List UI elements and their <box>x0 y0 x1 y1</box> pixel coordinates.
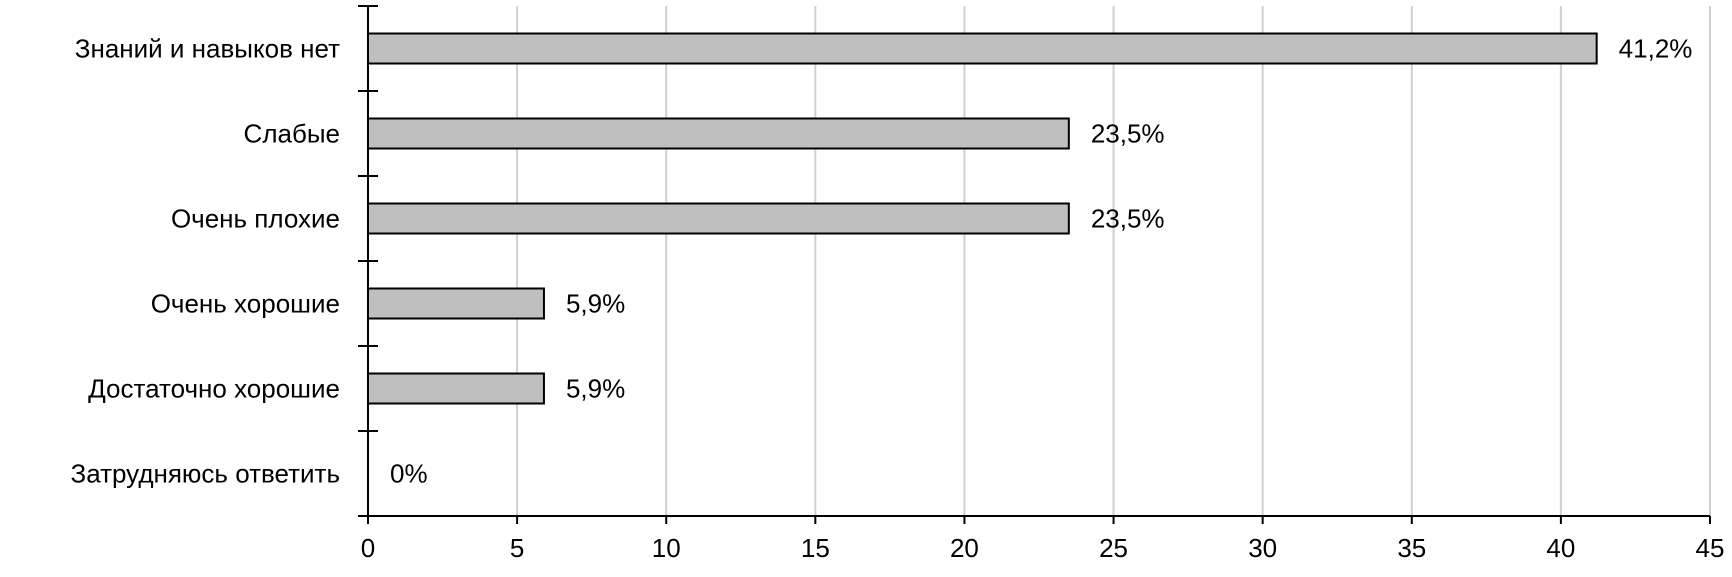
x-tick-label: 30 <box>1248 533 1277 563</box>
x-tick-label: 25 <box>1099 533 1128 563</box>
value-label: 0% <box>390 458 428 488</box>
x-tick-label: 40 <box>1546 533 1575 563</box>
x-tick-label: 0 <box>361 533 375 563</box>
y-tick-label: Очень плохие <box>171 203 340 233</box>
x-tick-label: 5 <box>510 533 524 563</box>
y-tick-label: Слабые <box>244 118 340 148</box>
value-label: 23,5% <box>1091 203 1165 233</box>
y-tick-label: Знаний и навыков нет <box>75 33 340 63</box>
y-tick-label: Достаточно хорошие <box>88 373 340 403</box>
bar <box>367 32 1598 65</box>
value-label: 41,2% <box>1619 33 1693 63</box>
bar <box>367 117 1070 150</box>
bar <box>367 372 545 405</box>
bar <box>367 287 545 320</box>
value-label: 23,5% <box>1091 118 1165 148</box>
x-tick-label: 10 <box>652 533 681 563</box>
x-tick-label: 20 <box>950 533 979 563</box>
x-tick-label: 45 <box>1696 533 1725 563</box>
value-label: 5,9% <box>566 288 625 318</box>
y-tick-label: Очень хорошие <box>151 288 340 318</box>
x-tick-label: 15 <box>801 533 830 563</box>
x-tick-label: 35 <box>1397 533 1426 563</box>
y-tick-label: Затрудняюсь ответить <box>71 458 340 488</box>
value-label: 5,9% <box>566 373 625 403</box>
bar <box>367 202 1070 235</box>
